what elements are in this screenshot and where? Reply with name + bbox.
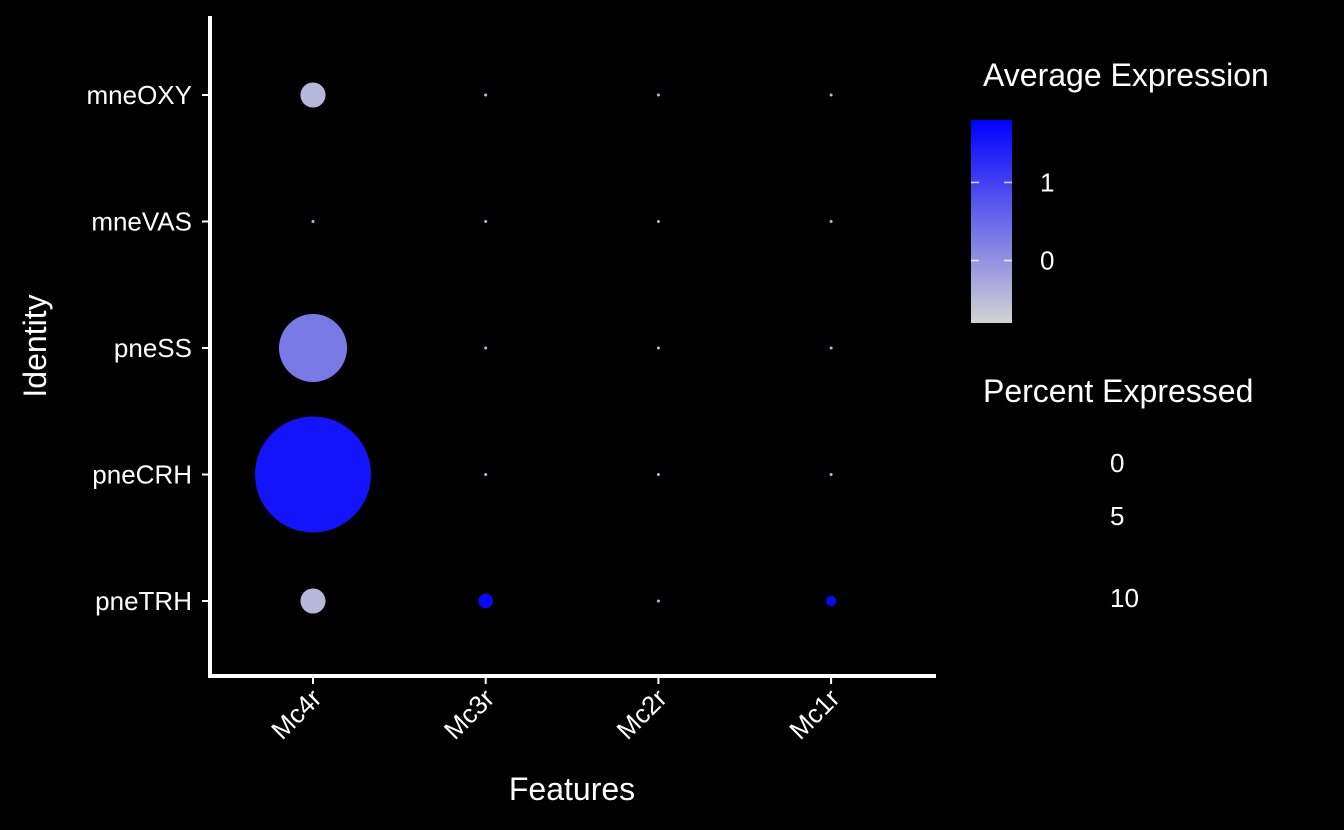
data-point: [278, 313, 348, 383]
data-point: [311, 220, 315, 223]
size-legend-dot: [1003, 479, 1077, 553]
y-axis-title: Identity: [17, 294, 53, 397]
y-tick-label: pneCRH: [92, 460, 192, 490]
data-points: [255, 82, 837, 614]
data-point: [478, 593, 493, 609]
color-legend-title: Average Expression: [983, 57, 1269, 93]
color-legend-label: 1: [1040, 167, 1054, 197]
data-point: [825, 595, 837, 607]
data-point: [656, 346, 660, 350]
size-legend-label: 5: [1110, 501, 1124, 531]
data-point: [656, 93, 660, 97]
color-legend-label: 0: [1040, 246, 1054, 276]
data-point: [829, 473, 833, 476]
y-axis-ticks: mneOXY mneVAS pneSS pneCRH pneTRH: [87, 80, 210, 616]
data-point: [484, 93, 488, 97]
color-legend-ticks: 10: [971, 167, 1054, 276]
data-point: [300, 82, 326, 108]
size-legend-dot: [1038, 461, 1042, 465]
data-point: [656, 599, 660, 603]
size-legend-dot: [988, 546, 1092, 650]
data-point: [484, 346, 488, 350]
size-legend: Percent Expressed 0 5 10: [983, 373, 1253, 650]
y-tick-label: pneSS: [114, 333, 192, 363]
size-legend-label: 0: [1110, 448, 1124, 478]
data-point: [255, 416, 371, 533]
size-legend-label: 10: [1110, 583, 1139, 613]
x-axis-title: Features: [509, 771, 635, 807]
data-point: [829, 93, 833, 97]
data-point: [656, 473, 660, 476]
data-point: [829, 220, 833, 223]
y-tick-label: mneOXY: [87, 80, 193, 110]
data-point: [300, 588, 326, 614]
data-point: [829, 346, 833, 350]
size-legend-entries: 0 5 10: [988, 448, 1139, 650]
color-legend-bar: [971, 120, 1012, 323]
data-point: [656, 220, 660, 223]
y-tick-label: mneVAS: [91, 207, 192, 237]
color-legend: Average Expression 10: [971, 57, 1269, 323]
y-tick-label: pneTRH: [95, 586, 192, 616]
data-point: [484, 473, 488, 476]
data-point: [484, 220, 488, 223]
size-legend-title: Percent Expressed: [983, 373, 1253, 409]
